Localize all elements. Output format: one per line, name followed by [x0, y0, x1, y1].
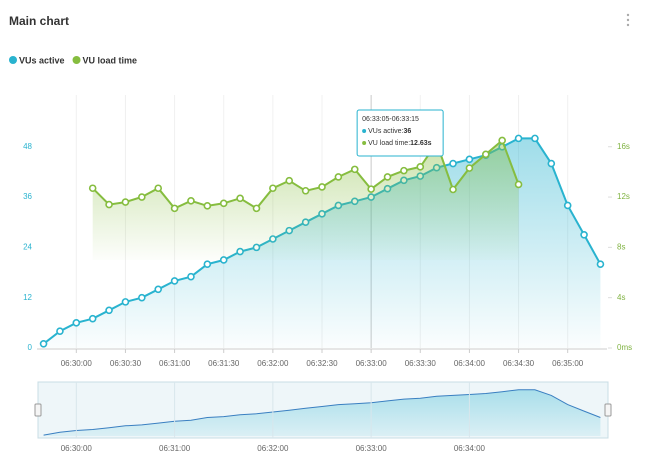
- navigator-area: [43, 389, 601, 436]
- data-point: [154, 285, 163, 294]
- x-tick-label: 06:32:30: [306, 359, 338, 368]
- data-point: [105, 200, 113, 209]
- data-point: [400, 166, 408, 175]
- y-tick-label: 48: [23, 142, 32, 151]
- data-point: [154, 184, 163, 193]
- x-tick-label: 06:33:00: [356, 359, 388, 368]
- data-point: [514, 134, 523, 143]
- tooltip: 06:33:05-06:33:15 VUs active: 36 VU load t…: [356, 109, 444, 157]
- data-point: [138, 193, 146, 201]
- data-point: [465, 155, 474, 164]
- legend-swatch: [72, 56, 81, 64]
- data-point: [596, 260, 605, 268]
- tooltip-value: 36: [404, 128, 412, 135]
- data-point: [416, 163, 425, 171]
- tooltip-label: VU load time:: [368, 140, 410, 147]
- data-point: [252, 204, 261, 213]
- navigator-handle[interactable]: [34, 403, 42, 417]
- data-point: [383, 173, 392, 181]
- tooltip-value: 12.63s: [410, 140, 432, 147]
- x-tick-label: 06:31:00: [159, 359, 191, 368]
- navigator-line: [43, 389, 601, 436]
- navigator-tick-label: 06:34:00: [454, 444, 486, 453]
- series-area: [92, 140, 519, 260]
- tooltip-swatch: [362, 141, 367, 145]
- data-point: [236, 194, 244, 203]
- data-point: [39, 340, 48, 348]
- legend-label: VU load time: [83, 55, 138, 65]
- data-point: [203, 202, 212, 210]
- data-point: [449, 185, 457, 194]
- y2-tick-label: 8s: [617, 242, 625, 251]
- data-point: [88, 314, 97, 323]
- navigator-tick-label: 06:30:00: [61, 444, 93, 453]
- x-tick-label: 06:31:30: [208, 359, 240, 368]
- x-tick-label: 06:34:30: [503, 359, 535, 368]
- data-point: [498, 136, 506, 145]
- data-point: [318, 183, 326, 191]
- x-tick-label: 06:33:30: [405, 359, 437, 368]
- data-point: [138, 293, 146, 302]
- y-tick-label: 12: [23, 293, 32, 302]
- x-tick-label: 06:30:00: [61, 359, 93, 368]
- data-point: [269, 184, 277, 193]
- data-point: [449, 159, 457, 168]
- data-point: [56, 327, 64, 336]
- data-point: [121, 198, 130, 206]
- x-tick-label: 06:32:00: [257, 359, 289, 368]
- data-point: [481, 150, 490, 159]
- data-point: [187, 197, 195, 205]
- x-tick-label: 06:35:00: [552, 359, 584, 368]
- tooltip-box: [356, 109, 444, 157]
- tooltip-title: 06:33:05-06:33:15: [362, 116, 419, 123]
- legend-swatch: [9, 56, 17, 64]
- y-tick-label: 36: [23, 192, 32, 201]
- data-point: [105, 306, 113, 315]
- y-tick-label: 0: [28, 343, 33, 352]
- data-point: [350, 165, 359, 174]
- data-point: [88, 184, 97, 193]
- data-point: [301, 186, 310, 195]
- chart-title: Main chart: [9, 14, 69, 28]
- data-point: [367, 185, 375, 193]
- y2-tick-label: 12s: [617, 192, 630, 201]
- data-point: [121, 298, 130, 306]
- data-point: [285, 176, 294, 185]
- x-tick-label: 06:34:00: [454, 359, 486, 368]
- tooltip-swatch: [362, 129, 367, 133]
- data-point: [465, 164, 474, 172]
- tooltip-label: VUs active:: [368, 128, 403, 135]
- data-point: [514, 180, 523, 189]
- data-point: [580, 231, 588, 239]
- y2-tick-label: 4s: [617, 293, 625, 302]
- data-point: [334, 173, 343, 181]
- data-point: [547, 159, 556, 168]
- navigator-tick-label: 06:33:00: [356, 444, 388, 453]
- legend-label: VUs active: [19, 55, 65, 65]
- data-point: [203, 260, 212, 268]
- navigator-tick-label: 06:32:00: [257, 444, 289, 453]
- data-point: [187, 272, 195, 281]
- data-point: [563, 201, 572, 210]
- y-tick-label: 24: [23, 242, 32, 251]
- data-point: [531, 134, 539, 143]
- data-point: [170, 204, 179, 213]
- navigator-handle[interactable]: [604, 403, 612, 417]
- menu-button[interactable]: [626, 13, 630, 27]
- data-point: [72, 319, 81, 327]
- y2-tick-label: 16s: [617, 142, 630, 151]
- data-point: [170, 277, 179, 285]
- y2-tick-label: 0ms: [617, 343, 632, 352]
- navigator-tick-label: 06:31:00: [159, 444, 191, 453]
- x-tick-label: 06:30:30: [110, 359, 142, 368]
- data-point: [219, 199, 228, 208]
